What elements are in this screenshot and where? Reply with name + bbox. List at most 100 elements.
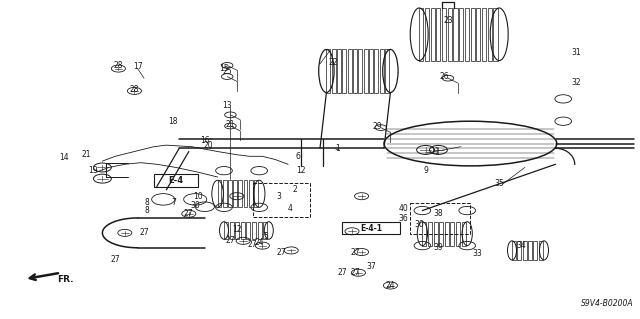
Bar (358, 49, 362, 93)
Text: 8: 8 (145, 198, 150, 207)
Text: 24: 24 (254, 238, 264, 247)
Text: 27: 27 (184, 209, 194, 218)
Text: 3: 3 (276, 192, 281, 201)
Text: 13: 13 (222, 101, 232, 110)
Text: 18: 18 (168, 117, 177, 126)
Text: 28: 28 (130, 85, 139, 94)
Bar (353, 49, 357, 93)
Text: 37: 37 (366, 262, 376, 271)
Bar (445, 222, 449, 246)
Bar (431, 8, 435, 61)
Bar (223, 180, 227, 207)
Bar (528, 241, 532, 260)
Text: 27: 27 (225, 236, 236, 245)
Text: 27: 27 (139, 228, 149, 237)
Bar (517, 241, 521, 260)
Bar (228, 180, 232, 207)
Text: 8: 8 (145, 206, 150, 215)
Text: 35: 35 (494, 179, 504, 188)
Bar (233, 180, 237, 207)
Bar (263, 222, 268, 239)
Text: 25: 25 (222, 67, 232, 76)
Text: S9V4-B0200A: S9V4-B0200A (581, 299, 634, 308)
Text: 12: 12 (232, 225, 241, 234)
Bar (493, 8, 498, 61)
Bar (419, 8, 423, 61)
Bar (230, 222, 234, 239)
Bar (451, 222, 454, 246)
Text: 23: 23 (443, 16, 453, 25)
Text: 38: 38 (433, 209, 444, 218)
Text: 27: 27 (350, 248, 360, 256)
Text: 11: 11 (431, 147, 440, 156)
Bar (476, 8, 481, 61)
Text: 26: 26 (440, 72, 450, 81)
Bar (436, 8, 440, 61)
Text: 22: 22 (328, 58, 337, 67)
Bar (218, 180, 221, 207)
Bar (512, 241, 516, 260)
Text: 40: 40 (398, 204, 408, 213)
Text: 27: 27 (248, 240, 258, 249)
Bar (410, 203, 470, 234)
Bar (342, 49, 346, 93)
Text: 20: 20 (203, 141, 213, 150)
Bar (332, 49, 335, 93)
Text: 16: 16 (200, 136, 210, 145)
Bar (428, 222, 432, 246)
Bar (533, 241, 537, 260)
Bar (154, 174, 198, 187)
Text: 12: 12 (296, 166, 305, 175)
Bar (482, 8, 486, 61)
Text: 36: 36 (398, 214, 408, 223)
Text: 27: 27 (276, 248, 287, 256)
Bar (369, 49, 373, 93)
Bar (342, 222, 400, 234)
Bar (249, 180, 253, 207)
Bar (252, 222, 256, 239)
Bar (337, 49, 341, 93)
Text: 29: 29 (372, 122, 383, 130)
Bar (385, 49, 389, 93)
Bar (523, 241, 527, 260)
Text: 30: 30 (190, 201, 200, 210)
Bar (374, 49, 378, 93)
Text: 34: 34 (516, 241, 527, 250)
Bar (244, 180, 247, 207)
Bar (364, 49, 367, 93)
Text: 30: 30 (414, 220, 424, 229)
Bar (442, 8, 446, 61)
Bar (224, 222, 228, 239)
Bar (236, 222, 239, 239)
Bar (488, 8, 492, 61)
Text: 33: 33 (472, 249, 482, 258)
Text: 32: 32 (571, 78, 581, 87)
Text: 1: 1 (335, 144, 340, 153)
Bar (461, 222, 466, 246)
Text: 17: 17 (132, 63, 143, 71)
Bar (470, 8, 475, 61)
Bar (348, 49, 351, 93)
Text: 7: 7 (172, 198, 177, 207)
Text: 10: 10 (193, 192, 204, 201)
Text: 4: 4 (287, 204, 292, 213)
Text: 14: 14 (59, 153, 69, 162)
Bar (434, 222, 438, 246)
Text: 27: 27 (337, 268, 348, 277)
Bar (456, 222, 460, 246)
Text: 27: 27 (350, 268, 360, 277)
Text: E-4-1: E-4-1 (360, 224, 382, 233)
Bar (246, 222, 250, 239)
Bar (448, 8, 452, 61)
Text: 6: 6 (295, 152, 300, 161)
Bar (257, 222, 262, 239)
Bar (439, 222, 444, 246)
Bar (539, 241, 543, 260)
Bar (465, 8, 469, 61)
Bar (253, 183, 310, 217)
Bar (254, 180, 258, 207)
Text: E-4: E-4 (168, 176, 184, 185)
Text: 21: 21 (82, 150, 91, 159)
Text: 39: 39 (433, 243, 444, 252)
Text: 28: 28 (114, 61, 123, 70)
